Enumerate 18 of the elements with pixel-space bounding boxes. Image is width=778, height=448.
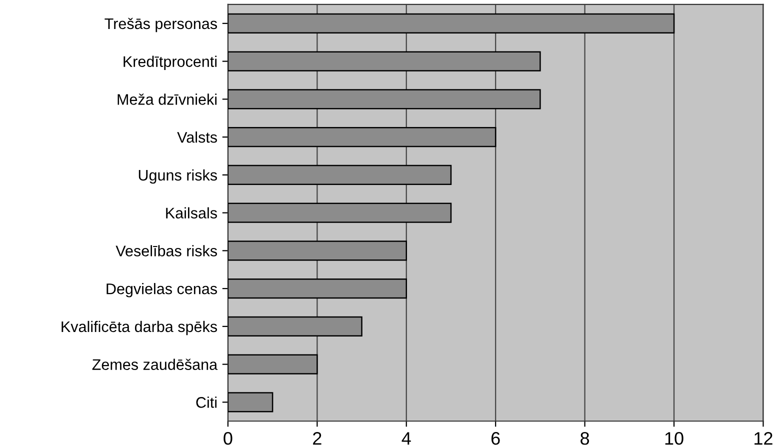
y-tick-label: Meža dzīvnieki	[118, 94, 217, 105]
x-tick-label: 0	[224, 432, 232, 445]
y-tick-label: Veselības risks	[116, 245, 217, 256]
y-tick-label: Degvielas cenas	[106, 283, 217, 298]
x-tick-label: 6	[491, 432, 500, 445]
x-tick-label: 12	[754, 432, 772, 445]
y-tick-label: Kailsals	[166, 207, 217, 218]
x-tick-label: 2	[313, 432, 322, 445]
x-tick-label: 10	[665, 432, 684, 445]
x-tick-label: 4	[402, 432, 411, 445]
y-tick-label: Trešās personas	[104, 18, 217, 32]
y-tick-label: Uguns risks	[138, 169, 217, 184]
y-tick-label: Valsts	[177, 132, 217, 143]
y-tick-label: Zemes zaudēšana	[92, 358, 218, 370]
y-tick-label: Kredītprocenti	[124, 56, 217, 70]
y-tick-label: Citi	[196, 396, 217, 408]
x-tick-label: 8	[580, 432, 590, 445]
y-tick-label: Kvalificēta darba spēks	[62, 320, 217, 336]
